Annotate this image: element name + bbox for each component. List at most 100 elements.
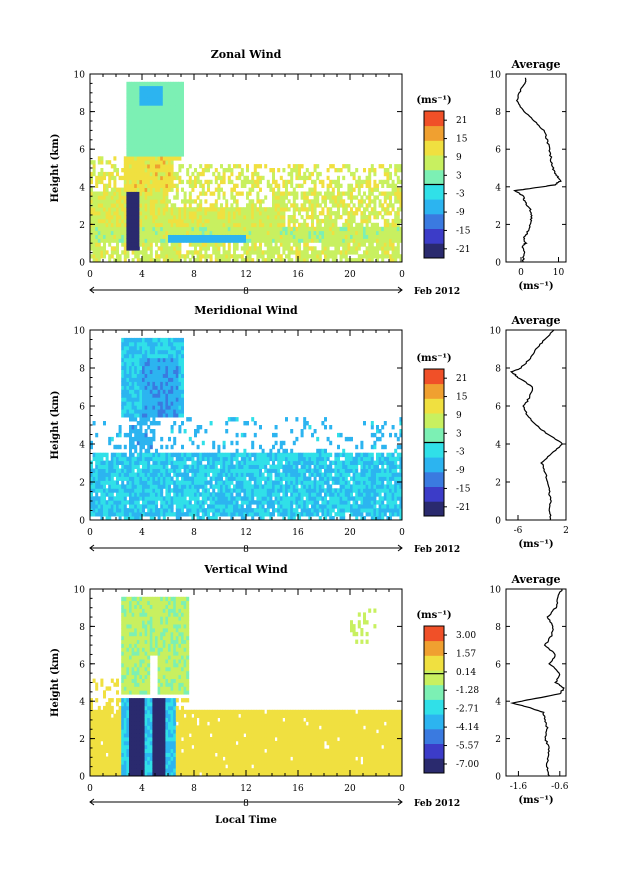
heatmap-cell <box>118 444 122 450</box>
heatmap-cell <box>233 207 236 212</box>
heatmap-cell <box>308 246 312 251</box>
heatmap-cell <box>149 218 153 224</box>
heatmap-cell <box>147 409 151 414</box>
heatmap-cell <box>220 460 223 465</box>
heatmap-cell <box>186 500 190 505</box>
heatmap-cell <box>188 476 192 481</box>
heatmap-cell <box>272 203 275 208</box>
heatmap-cell <box>144 448 148 454</box>
heatmap-cell <box>334 199 338 204</box>
heatmap-cell <box>282 468 286 473</box>
heatmap-cell <box>196 207 200 212</box>
heatmap-cell <box>399 199 403 204</box>
heatmap-cell <box>326 238 330 243</box>
heatmap-cell <box>170 136 174 141</box>
heatmap-cell <box>147 242 151 247</box>
heatmap-cell <box>230 226 234 232</box>
heatmap-cell <box>155 211 158 216</box>
heatmap-cell <box>160 353 164 359</box>
heatmap-cell <box>129 85 132 91</box>
heatmap-cell <box>160 203 164 208</box>
heatmap-cell <box>139 409 143 414</box>
heatmap-cell <box>147 365 151 370</box>
heatmap-cell <box>389 164 392 169</box>
heatmap-cell <box>316 230 320 235</box>
heatmap-cell <box>173 121 177 126</box>
heatmap-cell <box>326 464 330 469</box>
heatmap-cell <box>162 101 166 106</box>
heatmap-cell <box>225 429 229 434</box>
heatmap-cell <box>157 128 161 134</box>
heatmap-cell <box>152 369 156 374</box>
heatmap-cell <box>373 226 377 232</box>
heatmap-cell <box>212 488 216 493</box>
heatmap-cell <box>165 254 169 259</box>
heatmap-cell <box>160 144 164 149</box>
heatmap-cell <box>303 207 307 212</box>
heatmap-cell <box>188 234 192 239</box>
heatmap-cell <box>131 246 135 251</box>
heatmap-cell <box>170 512 174 517</box>
heatmap-cell <box>277 187 281 192</box>
heatmap-cell <box>337 246 340 251</box>
heatmap-cell <box>256 258 260 263</box>
heatmap-cell <box>188 456 192 462</box>
heatmap-cell <box>136 345 140 351</box>
heatmap-cell <box>170 187 174 192</box>
heatmap-cell <box>129 429 132 434</box>
heatmap-cell <box>264 492 268 497</box>
heatmap-cell <box>256 207 260 212</box>
heatmap-cell <box>246 464 249 469</box>
heatmap-cell <box>116 480 119 485</box>
heatmap-cell <box>144 413 148 418</box>
heatmap-cell <box>144 357 148 363</box>
heatmap-cell <box>165 405 169 410</box>
heatmap-cell <box>123 508 127 513</box>
heatmap-cell <box>303 480 307 485</box>
heatmap-cell <box>240 508 244 513</box>
heatmap-cell <box>222 488 226 493</box>
heatmap-cell <box>285 242 288 247</box>
heatmap-cell <box>282 250 286 255</box>
heatmap-cell <box>121 207 125 212</box>
heatmap-cell <box>313 215 317 220</box>
heatmap-cell <box>131 199 135 204</box>
heatmap-cell <box>220 222 223 228</box>
heatmap-cell <box>248 179 252 185</box>
heatmap-cell <box>157 144 161 149</box>
heatmap-cell <box>113 156 117 161</box>
heatmap-cell <box>152 195 156 200</box>
heatmap-cell <box>170 140 174 145</box>
heatmap-cell <box>173 246 177 251</box>
heatmap-cell <box>316 456 320 462</box>
heatmap-cell <box>121 222 125 228</box>
heatmap-cell <box>279 195 283 200</box>
heatmap-cell <box>201 496 205 501</box>
heatmap-cell <box>178 152 182 157</box>
heatmap-cell <box>272 179 275 185</box>
colorbar-swatch <box>424 228 444 244</box>
heatmap-cell <box>274 508 278 513</box>
heatmap-cell <box>149 421 153 426</box>
heatmap-cell <box>290 484 294 489</box>
heatmap-cell <box>352 226 356 232</box>
heatmap-cell <box>157 136 161 141</box>
heatmap-cell <box>110 187 114 192</box>
heatmap-cell <box>157 464 161 469</box>
heatmap-cell <box>350 222 353 228</box>
heatmap-cell <box>160 369 164 374</box>
heatmap-cell <box>165 109 169 114</box>
heatmap-cell <box>162 361 166 367</box>
heatmap-cell <box>285 183 288 188</box>
heatmap-cell <box>363 238 366 243</box>
heatmap-cell <box>175 215 179 220</box>
heatmap-cell <box>350 258 353 263</box>
heatmap-cell <box>170 238 174 243</box>
heatmap-cell <box>139 93 143 98</box>
heatmap-cell <box>147 353 151 359</box>
heatmap-cell <box>139 218 143 224</box>
heatmap-cell <box>227 218 231 224</box>
heatmap-cell <box>105 500 109 505</box>
heatmap-cell <box>220 484 223 489</box>
heatmap-cell <box>147 113 151 118</box>
